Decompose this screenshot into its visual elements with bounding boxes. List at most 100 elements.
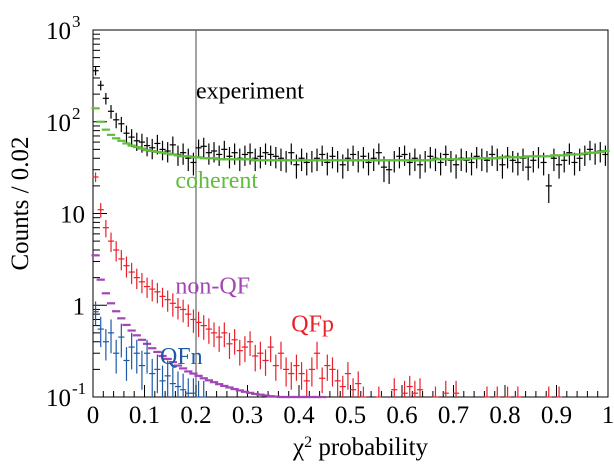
data-point	[143, 339, 151, 374]
data-point	[406, 152, 413, 176]
data-point	[169, 293, 176, 317]
data-point	[494, 386, 501, 398]
series-experiment	[92, 66, 609, 204]
data-point	[283, 150, 290, 173]
data-point	[113, 339, 120, 374]
data-point	[406, 375, 413, 397]
x-tick-label: 0.4	[283, 402, 315, 429]
data-point	[483, 150, 491, 173]
data-point	[365, 152, 372, 176]
data-point	[180, 373, 187, 397]
data-point	[195, 139, 202, 159]
data-point	[545, 386, 552, 398]
data-point	[360, 147, 367, 169]
data-point	[97, 203, 104, 218]
series-coherent	[91, 107, 610, 162]
data-point	[396, 147, 403, 169]
series-label-experiment: experiment	[196, 78, 304, 104]
data-point	[555, 154, 563, 179]
x-tick-label: 1	[602, 402, 614, 429]
data-point	[221, 322, 228, 348]
data-point	[545, 173, 552, 204]
data-point	[113, 112, 120, 129]
series-label-non-qf: non-QF	[175, 273, 250, 299]
data-point	[272, 354, 279, 381]
data-point	[149, 279, 156, 302]
data-point	[231, 329, 238, 355]
y-tick-exponent: 2	[72, 104, 81, 123]
y-tick-label: 10	[60, 202, 85, 229]
data-point	[164, 360, 171, 397]
data-point	[102, 92, 109, 105]
data-point	[133, 268, 140, 290]
data-point	[164, 290, 171, 312]
data-point	[375, 143, 382, 165]
data-point	[123, 256, 130, 278]
x-tick-label: 0.5	[335, 402, 366, 429]
data-point	[586, 140, 594, 161]
series-qfp	[92, 172, 563, 398]
data-point	[246, 143, 254, 165]
x-tick-labels: 0 0.1 0.2 0.3 0.4 0.5 0.6 0.7 0.8 0.9 1	[87, 402, 614, 429]
data-point	[118, 250, 125, 271]
data-point	[272, 147, 279, 169]
data-point	[313, 341, 321, 370]
data-point	[349, 145, 357, 166]
data-point	[442, 380, 449, 397]
data-point	[149, 138, 156, 160]
y-tick-label: 10	[46, 18, 71, 45]
data-point	[154, 354, 161, 394]
series-label-qfp: QFp	[291, 311, 334, 337]
data-point	[334, 369, 341, 397]
data-point	[92, 172, 99, 183]
data-point	[164, 142, 171, 163]
data-point	[92, 66, 99, 76]
data-point	[571, 152, 578, 176]
data-point	[128, 332, 135, 370]
data-point	[128, 129, 135, 148]
data-point	[236, 339, 243, 366]
data-point	[298, 362, 305, 390]
data-point	[504, 386, 511, 398]
data-point	[143, 277, 151, 298]
data-point	[437, 152, 444, 176]
data-point	[200, 315, 207, 340]
series-labels: experiment coherent non-QF QFp QFn	[160, 78, 334, 370]
data-point	[411, 380, 418, 397]
data-point	[102, 329, 109, 361]
data-point	[159, 287, 166, 308]
data-point	[180, 143, 187, 165]
y-tick-exponent: -1	[72, 379, 86, 398]
data-point	[180, 299, 187, 323]
data-point	[401, 145, 408, 166]
y-tick-label: 1	[73, 293, 86, 320]
data-point	[509, 150, 516, 173]
data-point	[319, 367, 326, 394]
series-layer	[91, 66, 610, 399]
data-point	[293, 354, 300, 381]
y-axis-title: Counts / 0.02	[7, 136, 34, 270]
data-point	[169, 136, 176, 156]
data-point	[154, 282, 161, 304]
data-point	[123, 125, 130, 143]
series-label-qfn: QFn	[160, 344, 203, 370]
data-point	[288, 143, 295, 165]
data-point	[257, 147, 264, 169]
data-point	[205, 318, 212, 344]
data-point	[241, 336, 249, 363]
data-point	[128, 262, 135, 285]
plot-frame	[92, 29, 609, 398]
data-point	[159, 140, 166, 161]
x-tick-label: 0.9	[541, 402, 572, 429]
data-point	[375, 386, 382, 398]
data-point	[123, 347, 130, 381]
data-point	[581, 145, 588, 166]
data-point	[360, 386, 367, 398]
data-point	[288, 362, 295, 390]
data-point	[386, 159, 393, 184]
data-point	[416, 378, 424, 397]
data-point	[535, 147, 542, 169]
data-point	[494, 148, 501, 172]
